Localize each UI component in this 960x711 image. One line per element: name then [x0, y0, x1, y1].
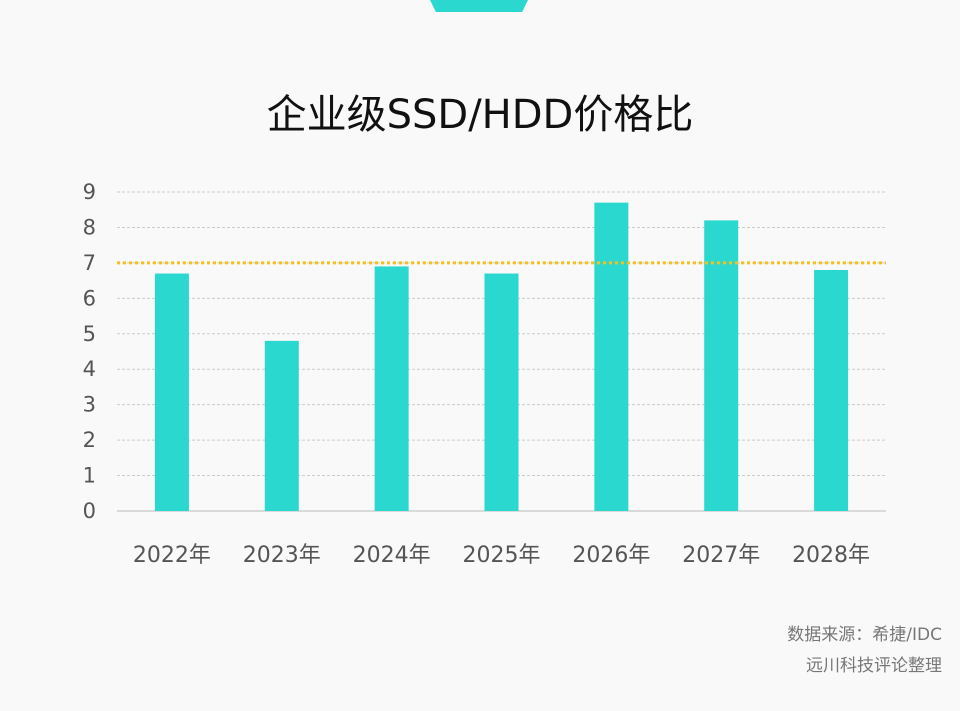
compiler-note: 远川科技评论整理 [806, 656, 942, 676]
y-tick-label: 1 [83, 464, 96, 488]
source-note: 数据来源：希捷/IDC [787, 625, 942, 645]
x-tick-label: 2026年 [572, 543, 650, 568]
x-tick-label: 2022年 [133, 543, 211, 568]
bar [704, 220, 739, 511]
y-tick-label: 4 [83, 357, 96, 381]
bar [594, 202, 629, 511]
chart-title: 企业级SSD/HDD价格比 [266, 92, 694, 138]
y-tick-label: 6 [83, 286, 96, 310]
bar [814, 269, 849, 511]
y-tick-label: 5 [83, 322, 96, 346]
y-tick-label: 7 [83, 251, 96, 275]
y-tick-label: 8 [83, 215, 96, 239]
x-tick-label: 2023年 [243, 543, 321, 568]
x-tick-label: 2027年 [682, 543, 760, 568]
x-tick-label: 2025年 [463, 543, 541, 568]
bar [154, 273, 189, 511]
y-tick-label: 2 [83, 428, 96, 452]
x-tick-label: 2024年 [353, 543, 431, 568]
bar [264, 340, 299, 511]
top-tab-decoration [430, 0, 528, 12]
bar [374, 266, 409, 511]
y-tick-label: 0 [83, 499, 96, 523]
y-tick-label: 9 [83, 180, 96, 204]
bar [484, 273, 519, 511]
y-tick-label: 3 [83, 393, 96, 417]
x-tick-label: 2028年 [792, 543, 870, 568]
